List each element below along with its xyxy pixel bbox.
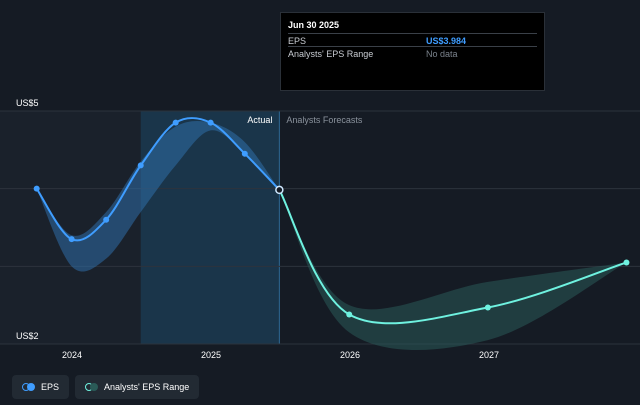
hover-tooltip: Jun 30 2025 EPS US$3.984 Analysts' EPS R…	[280, 12, 545, 91]
eps-legend-icon	[22, 383, 35, 391]
chart-legend: EPS Analysts' EPS Range	[12, 375, 200, 399]
x-tick-label: 2025	[201, 350, 221, 360]
actual-eps-point	[207, 119, 214, 126]
forecast-label: Analysts Forecasts	[286, 115, 363, 125]
tooltip-row-eps: EPS US$3.984	[288, 33, 537, 48]
range-band-forecast	[279, 189, 627, 351]
tooltip-eps-label: EPS	[288, 36, 307, 46]
legend-range-button[interactable]: Analysts' EPS Range	[75, 375, 200, 399]
y-tick-label: US$5	[16, 98, 39, 108]
actual-eps-point	[33, 185, 40, 192]
range-band-past	[36, 121, 280, 272]
actual-eps-point	[241, 150, 248, 157]
legend-range-label: Analysts' EPS Range	[104, 382, 190, 392]
range-legend-icon	[85, 383, 99, 391]
tooltip-eps-value: US$3.984	[426, 36, 467, 46]
tooltip-range-value: No data	[426, 49, 458, 59]
x-tick-label: 2026	[340, 350, 360, 360]
forecast-eps-line	[278, 189, 627, 325]
legend-eps-label: EPS	[41, 382, 60, 392]
actual-eps-point	[172, 119, 179, 126]
actual-label: Actual	[247, 115, 272, 125]
tooltip-range-label: Analysts' EPS Range	[288, 49, 374, 59]
eps-chart: US$5 US$2 2024 2025 2026 2027 Actual Analysts F…	[0, 98, 640, 360]
forecast-eps-point	[623, 259, 630, 266]
eps-highlight-point	[275, 185, 284, 195]
actual-eps-point	[137, 162, 144, 169]
y-tick-label: US$2	[16, 331, 39, 341]
tooltip-row-range: Analysts' EPS Range No data	[288, 46, 537, 61]
forecast-eps-point	[346, 311, 353, 318]
actual-eps-line	[35, 117, 281, 242]
forecast-eps-point	[484, 304, 491, 311]
legend-eps-button[interactable]: EPS	[12, 375, 70, 399]
x-tick-label: 2027	[479, 350, 499, 360]
x-tick-label: 2024	[62, 350, 82, 360]
actual-eps-point	[68, 236, 75, 243]
tooltip-date: Jun 30 2025	[288, 20, 340, 30]
actual-eps-point	[103, 216, 110, 223]
